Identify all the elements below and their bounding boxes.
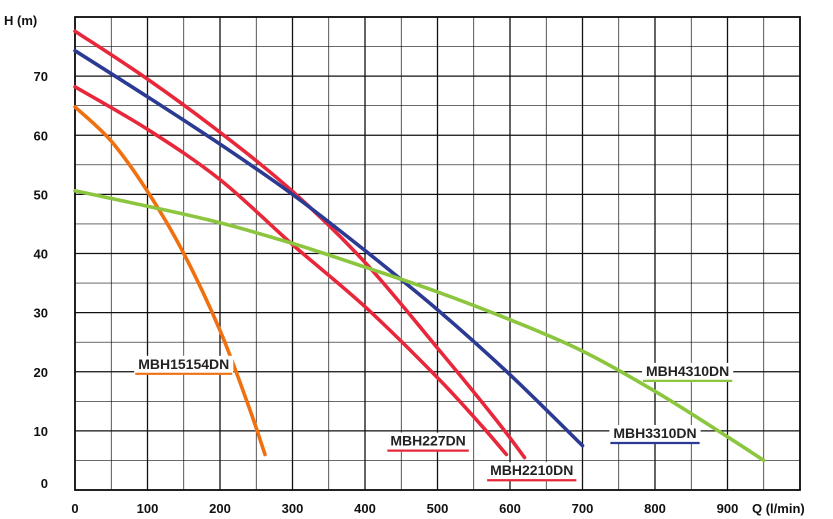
x-tick-label: 500 — [427, 501, 449, 516]
series-label-bg — [642, 362, 734, 382]
series-line-mbh15154dn — [73, 105, 267, 457]
series-label-mbh2210dn: MBH2210DN — [490, 462, 573, 478]
y-tick-label: 20 — [34, 365, 48, 380]
series-line-mbh227dn — [73, 85, 509, 457]
series-label-bg — [134, 355, 234, 375]
x-tick-label: 700 — [572, 501, 594, 516]
y-tick-label: 30 — [34, 306, 48, 321]
y-tick-label: 40 — [34, 247, 48, 262]
series-curves — [73, 29, 766, 463]
x-axis-title: Q (l/min) — [752, 501, 805, 516]
plot-border — [74, 16, 801, 491]
y-tick-label: 10 — [34, 424, 48, 439]
x-tick-label: 400 — [354, 501, 376, 516]
series-label-bg — [386, 432, 470, 452]
x-tick-label: 300 — [282, 501, 304, 516]
x-axis-ticks: 0 100 200 300 400 500 600 700 800 900 — [71, 501, 738, 516]
y-tick-label: 70 — [34, 69, 48, 84]
y-axis-ticks: 0 10 20 30 40 50 60 70 — [34, 69, 48, 491]
y-axis-title: H (m) — [4, 13, 37, 28]
major-grid — [74, 16, 801, 491]
series-line-mbh2210dn — [73, 29, 527, 460]
series-label-mbh15154dn: MBH15154DN — [138, 356, 229, 372]
x-tick-label: 600 — [499, 501, 521, 516]
y-tick-label: 0 — [41, 476, 48, 491]
series-label-mbh4310dn: MBH4310DN — [646, 363, 729, 379]
y-tick-label: 50 — [34, 187, 48, 202]
series-line-mbh4310dn — [73, 189, 766, 463]
y-tick-label: 60 — [34, 128, 48, 143]
series-label-mbh3310dn: MBH3310DN — [613, 425, 696, 441]
series-label-bg — [609, 424, 701, 444]
series-label-mbh227dn: MBH227DN — [390, 433, 465, 449]
x-tick-label: 900 — [717, 501, 739, 516]
x-tick-label: 100 — [137, 501, 159, 516]
x-tick-label: 800 — [644, 501, 666, 516]
series-line-mbh3310dn — [73, 48, 585, 448]
x-tick-label: 0 — [71, 501, 78, 516]
x-tick-label: 200 — [209, 501, 231, 516]
series-label-bg — [486, 462, 578, 482]
series-labels: MBH15154DN MBH227DN MBH2210DN MBH3310DN MBH4… — [134, 355, 734, 482]
